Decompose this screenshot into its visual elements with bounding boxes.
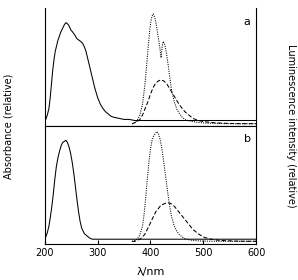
Text: Absorbance (relative): Absorbance (relative) <box>4 73 14 179</box>
Text: a: a <box>243 17 250 27</box>
Text: b: b <box>243 134 251 144</box>
Text: λ/nm: λ/nm <box>136 267 165 277</box>
Text: Luminescence intensity (relative): Luminescence intensity (relative) <box>285 44 296 208</box>
